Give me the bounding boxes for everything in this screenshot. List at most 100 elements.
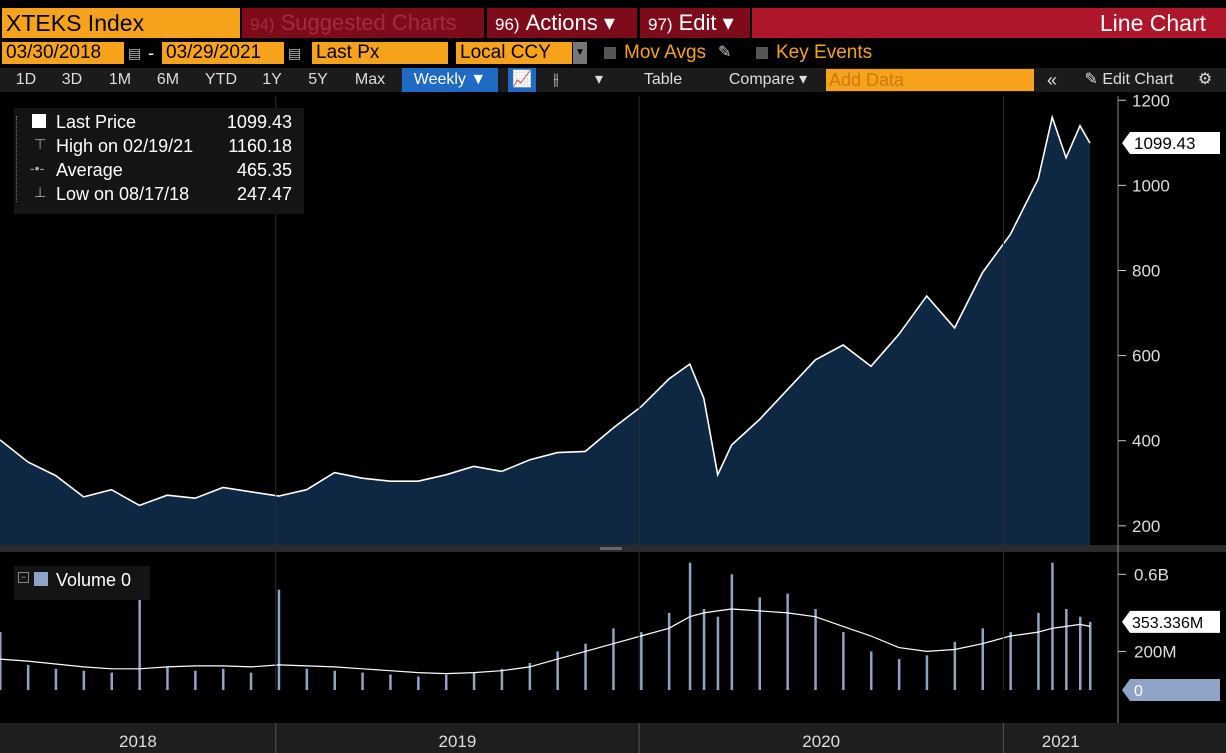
pencil-icon[interactable]: ✎ xyxy=(718,44,732,61)
average-marker-icon: -•- xyxy=(30,160,45,176)
price-line xyxy=(0,114,1091,507)
volume-bar xyxy=(786,593,789,690)
gear-icon[interactable]: ⚙ xyxy=(1197,71,1213,88)
volume-bar xyxy=(166,666,169,690)
last-volume-tag xyxy=(1122,610,1220,633)
year-label: 2018 xyxy=(119,732,157,751)
currency-select[interactable]: Local CCY xyxy=(456,42,572,64)
price-tick-label: 800 xyxy=(1132,261,1160,280)
average-value: 465.35 xyxy=(236,160,292,180)
volume-bar xyxy=(249,672,253,690)
chevron-down-icon[interactable]: ▼ xyxy=(573,42,587,64)
volume-bar xyxy=(667,612,671,690)
collapse-box-icon[interactable]: − xyxy=(18,572,29,583)
volume-bar xyxy=(445,674,448,690)
volume-bar xyxy=(0,632,2,690)
volume-bar xyxy=(1065,609,1068,690)
bar-style-icon[interactable]: ⫲ xyxy=(553,71,559,88)
chevron-down-icon[interactable]: ▾ xyxy=(594,71,604,88)
suggested-charts-label: Suggested Charts xyxy=(280,10,457,35)
price-tick-label: 1000 xyxy=(1132,176,1170,195)
period-1m[interactable]: 1M xyxy=(108,71,132,88)
calendar-icon[interactable]: ▤ xyxy=(288,45,302,61)
legend-tree-line xyxy=(16,116,27,202)
period-1y[interactable]: 1Y xyxy=(262,71,282,88)
volume-bar xyxy=(1009,632,1012,690)
high-value: 1160.18 xyxy=(228,136,292,156)
period-ytd[interactable]: YTD xyxy=(205,71,237,88)
compare-menu[interactable]: Compare ▾ xyxy=(728,71,808,88)
price-field-select[interactable]: Last Px xyxy=(312,42,448,64)
volume-bar xyxy=(556,651,559,690)
volume-bar xyxy=(814,609,817,690)
edit-chart-label: Edit Chart xyxy=(1102,71,1174,88)
average-label: Average xyxy=(56,160,123,180)
last-price-tag-label: 1099.43 xyxy=(1134,134,1195,153)
volume-bar xyxy=(612,628,615,690)
volume-label: Volume 0 xyxy=(56,570,132,590)
year-label: 2021 xyxy=(1042,732,1080,751)
volume-bar xyxy=(500,668,504,690)
zero-volume-tag-label: 0 xyxy=(1134,683,1143,700)
volume-bar xyxy=(138,597,141,690)
volume-bar xyxy=(26,664,30,690)
volume-bar xyxy=(82,670,86,690)
edit-menu[interactable]: 97) Edit ▾ xyxy=(640,8,750,38)
period-toolbar: 1D 3D 1M 6M YTD 1Y 5Y Max Weekly ▼ 📈 ⫲ ▾… xyxy=(0,68,1226,92)
volume-bar xyxy=(870,651,873,690)
volume-bar xyxy=(472,672,476,690)
volume-tick-label: 200M xyxy=(1134,642,1177,661)
volume-bar xyxy=(842,632,845,690)
period-1d[interactable]: 1D xyxy=(15,71,37,88)
volume-bar xyxy=(528,663,532,690)
volume-legend: − Volume 0 xyxy=(14,566,150,600)
last-volume-tag-label: 353.336M xyxy=(1132,615,1203,632)
table-button[interactable]: Table xyxy=(643,71,683,88)
zero-volume-tag xyxy=(1122,679,1220,701)
period-5y[interactable]: 5Y xyxy=(308,71,328,88)
key-events-checkbox[interactable] xyxy=(756,47,768,59)
year-label: 2019 xyxy=(438,732,476,751)
period-3d[interactable]: 3D xyxy=(61,71,83,88)
edit-chart-button[interactable]: ✎ Edit Chart xyxy=(1084,71,1174,88)
line-chart-icon[interactable]: 📈 xyxy=(508,68,536,92)
volume-bar xyxy=(333,670,336,690)
actions-label: Actions ▾ xyxy=(525,10,615,35)
volume-bar xyxy=(1089,621,1092,690)
mov-avgs-checkbox[interactable] xyxy=(604,47,616,59)
price-tick-label: 400 xyxy=(1132,432,1160,451)
price-area xyxy=(0,117,1090,546)
chart-type-title: Line Chart xyxy=(752,8,1226,38)
edit-label: Edit ▾ xyxy=(678,10,734,35)
volume-tick-label: 0.6B xyxy=(1134,565,1169,584)
volume-bar xyxy=(640,632,643,690)
actions-menu[interactable]: 96) Actions ▾ xyxy=(487,8,637,38)
period-6m[interactable]: 6M xyxy=(156,71,180,88)
volume-bar xyxy=(1079,616,1082,690)
volume-bar xyxy=(110,672,113,690)
x-axis-band xyxy=(0,723,1226,753)
collapse-icon[interactable]: « xyxy=(1046,70,1057,90)
low-marker-icon: ⊥ xyxy=(34,184,47,200)
frequency-select[interactable]: Weekly ▼ xyxy=(402,68,498,92)
date-range-dash: - xyxy=(148,43,154,63)
year-label: 2020 xyxy=(802,732,840,751)
calendar-icon[interactable]: ▤ xyxy=(128,45,142,61)
actions-number: 96) xyxy=(495,15,520,34)
volume-panel: 200M 0.6B 353.336M 0 xyxy=(0,552,1226,701)
end-date-field[interactable]: 03/29/2021 xyxy=(162,42,284,64)
key-events-label: Key Events xyxy=(776,42,873,63)
high-label: High on 02/19/21 xyxy=(56,136,194,156)
volume-bar xyxy=(716,616,720,690)
last-price-swatch xyxy=(32,114,46,128)
start-date-field[interactable]: 03/30/2018 xyxy=(2,42,124,64)
last-price-label: Last Price xyxy=(56,112,137,132)
panel-resize-handle xyxy=(600,547,622,550)
volume-bar xyxy=(702,609,706,690)
security-ticker[interactable]: XTEKS Index xyxy=(2,8,240,38)
suggested-charts-button[interactable]: 94) Suggested Charts xyxy=(242,8,484,38)
volume-swatch xyxy=(34,572,48,586)
period-max[interactable]: Max xyxy=(354,71,386,88)
volume-bar xyxy=(417,676,420,690)
add-data-input[interactable]: Add Data xyxy=(826,69,1034,91)
